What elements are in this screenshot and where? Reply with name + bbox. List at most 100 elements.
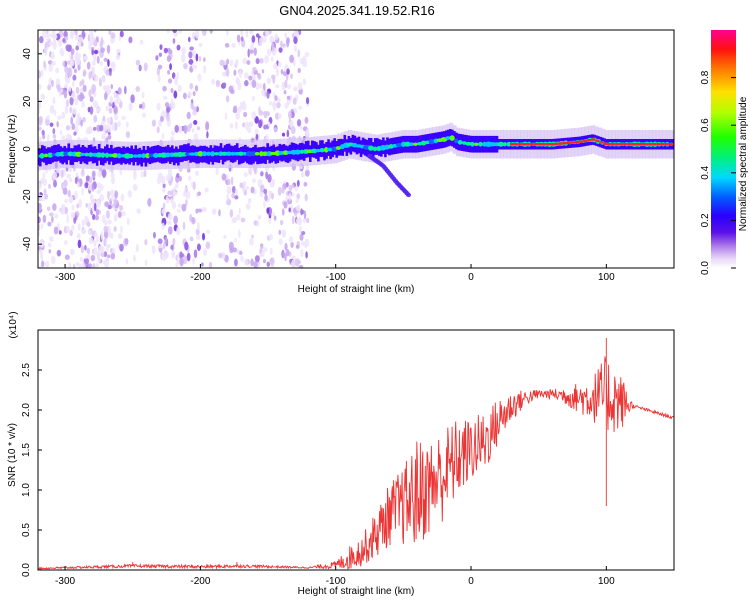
heatmap-cell	[193, 249, 198, 259]
heatmap-cell	[63, 90, 68, 99]
heatmap-cell	[187, 91, 192, 97]
heatmap-cell	[263, 247, 268, 253]
heatmap-cell	[84, 55, 88, 61]
heatmap-cell	[153, 231, 156, 239]
snr-x-ticks: -300 -200 -100 0 100	[55, 566, 615, 587]
heatmap-cell	[188, 152, 196, 156]
heatmap-cell	[173, 90, 178, 99]
heatmap-cell	[48, 249, 51, 254]
heatmap-cell	[224, 112, 228, 120]
heatmap-cell	[130, 145, 133, 163]
heatmap-cell	[257, 73, 262, 80]
heatmap-cell	[141, 101, 146, 110]
heatmap-cell	[161, 222, 165, 230]
heatmap-cell	[67, 143, 71, 161]
heatmap-cell	[110, 144, 113, 162]
heatmap-cell	[172, 237, 176, 246]
heatmap-cell	[201, 262, 204, 267]
heatmap-cell	[166, 220, 172, 225]
heatmap-cell	[234, 258, 238, 267]
heatmap-cell	[47, 152, 54, 158]
heatmap-cell	[95, 149, 99, 166]
heatmap-cell	[283, 90, 287, 95]
heatmap-cell	[38, 154, 41, 158]
heatmap-cell	[38, 70, 42, 79]
heatmap-cell	[165, 195, 169, 204]
heatmap-cell	[534, 143, 539, 146]
heatmap-cell	[101, 214, 106, 224]
heatmap-cell	[263, 124, 268, 130]
heatmap-cell	[167, 190, 173, 196]
snr-x-tick-label: -300	[55, 576, 75, 587]
heatmap-cell	[53, 109, 57, 116]
heatmap-cell	[283, 201, 288, 209]
heatmap-cell	[92, 60, 96, 67]
heatmap-cell	[290, 241, 294, 248]
heatmap-cell	[284, 79, 288, 89]
heatmap-cell	[335, 146, 342, 150]
heatmap-cell	[126, 217, 130, 226]
heatmap-cell	[65, 147, 69, 165]
snr-frame	[37, 329, 675, 571]
heatmap-cell	[191, 128, 195, 133]
heatmap-cell	[294, 149, 301, 155]
heatmap-cell	[278, 47, 283, 53]
heatmap-cell	[188, 36, 191, 43]
heatmap-cell	[96, 189, 102, 195]
heatmap-cell	[51, 215, 54, 223]
heatmap-cell	[82, 69, 87, 77]
heatmap-cell	[640, 143, 645, 146]
heatmap-cell	[49, 122, 54, 127]
heatmap-cell	[49, 104, 55, 114]
heatmap-cell	[92, 262, 96, 268]
heatmap-cell	[237, 147, 241, 165]
heatmap-cell	[300, 125, 303, 130]
heatmap-cell	[235, 143, 239, 160]
heatmap-cell	[236, 76, 239, 84]
heatmap-cell	[186, 111, 191, 120]
heatmap-cell	[107, 225, 111, 234]
heatmap-cell	[117, 87, 122, 95]
heatmap-cell	[144, 149, 148, 167]
heatmap-cell	[274, 33, 279, 41]
heatmap-cell	[161, 110, 165, 116]
heatmap-cell	[281, 185, 285, 194]
heatmap-cell	[420, 140, 427, 146]
heatmap-cell	[75, 51, 79, 60]
snr-y-tick-label: 2.5	[21, 363, 32, 377]
heatmap-cell	[91, 71, 96, 77]
heatmap-cell	[280, 68, 284, 75]
heatmap-cell	[47, 84, 52, 91]
heatmap-cell	[128, 36, 133, 44]
heatmap-cell	[190, 102, 193, 110]
heatmap-cell	[201, 151, 208, 157]
heatmap-cell	[62, 187, 68, 195]
heatmap-cell	[272, 211, 275, 217]
heatmap-cell	[92, 126, 97, 131]
heatmap-cell	[223, 234, 227, 239]
heatmap-cell	[167, 70, 171, 75]
heatmap-cell	[375, 138, 379, 155]
heatmap-cell	[263, 36, 267, 43]
heatmap-cell	[141, 91, 145, 99]
colorbar-gradient	[711, 30, 736, 268]
heatmap-cell	[88, 89, 92, 98]
heatmap-cell	[160, 116, 164, 123]
heatmap-cell	[62, 60, 66, 67]
heatmap-cell	[241, 186, 246, 193]
heatmap-cell	[81, 219, 85, 227]
heatmap-cell	[510, 143, 515, 146]
spectrogram-y-tick-label: 0	[22, 146, 33, 152]
heatmap-cell	[52, 33, 56, 39]
heatmap-cell	[52, 96, 56, 105]
heatmap-cell	[114, 114, 119, 121]
heatmap-cell	[254, 152, 260, 156]
heatmap-cell	[71, 148, 75, 165]
heatmap-cell	[117, 120, 121, 127]
heatmap-cell	[110, 32, 115, 39]
heatmap-cell	[297, 68, 301, 74]
heatmap-cell	[110, 196, 114, 202]
heatmap-cell	[219, 59, 225, 67]
heatmap-cell	[179, 253, 185, 258]
heatmap-cell	[116, 153, 122, 159]
